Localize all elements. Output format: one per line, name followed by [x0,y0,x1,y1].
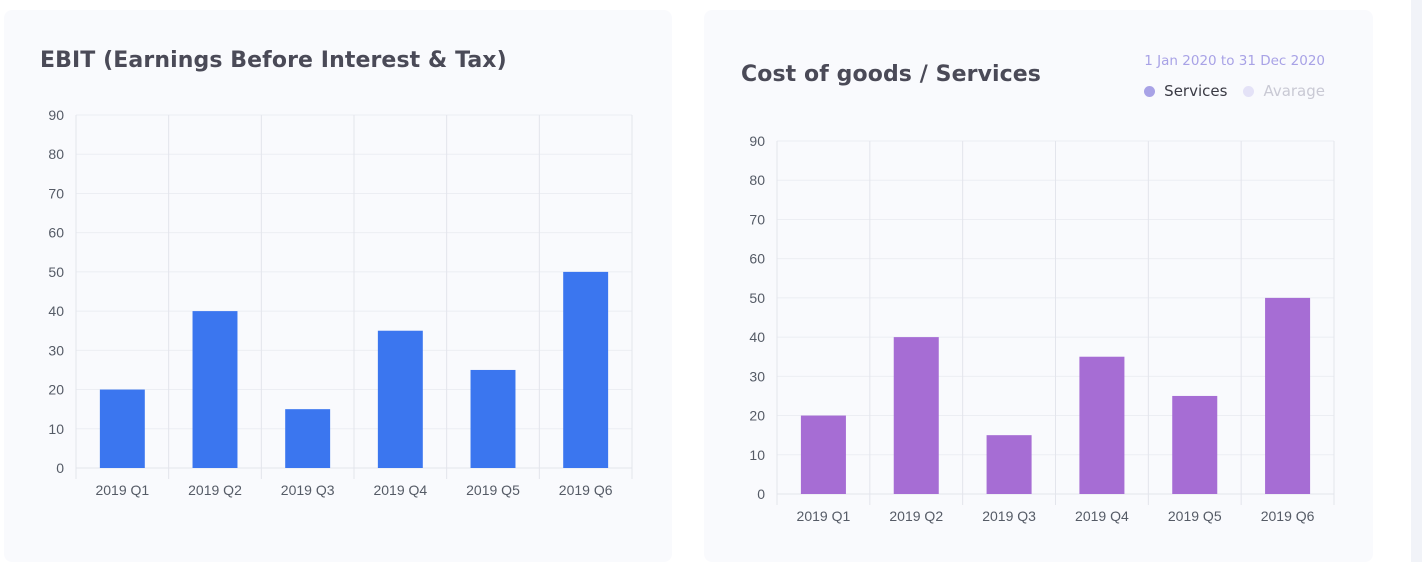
y-tick-label: 90 [48,107,64,123]
cost-of-goods-card-title: Cost of goods / Services [741,62,1042,87]
y-tick-label: 40 [48,303,64,319]
y-tick-label: 70 [749,211,765,227]
bar[interactable] [99,389,145,468]
legend-label: Avarage [1263,82,1325,100]
x-tick-label: 2019 Q5 [466,482,520,498]
ebit-card-title: EBIT (Earnings Before Interest & Tax) [40,48,507,73]
scroll-gutter [1411,0,1422,562]
y-tick-label: 0 [56,460,64,476]
legend-item-average[interactable]: Avarage [1243,82,1325,100]
y-tick-label: 50 [749,290,765,306]
legend-dot-icon [1144,85,1156,97]
bar[interactable] [1172,395,1218,494]
cost-of-goods-card: Cost of goods / Services 1 Jan 2020 to 3… [704,10,1373,562]
bar[interactable] [192,311,238,468]
y-tick-label: 90 [749,133,765,149]
y-tick-label: 50 [48,264,64,280]
y-tick-label: 0 [757,486,765,502]
bar[interactable] [986,435,1032,494]
y-tick-label: 60 [749,251,765,267]
bar[interactable] [1079,356,1125,494]
x-tick-label: 2019 Q1 [95,482,149,498]
x-tick-label: 2019 Q3 [281,482,335,498]
x-tick-label: 2019 Q2 [889,508,943,524]
x-tick-label: 2019 Q5 [1168,508,1222,524]
legend-item-services[interactable]: Services [1144,82,1227,100]
x-tick-label: 2019 Q4 [373,482,427,498]
x-tick-label: 2019 Q2 [188,482,242,498]
date-range-label: 1 Jan 2020 to 31 Dec 2020 [1144,53,1325,69]
bar[interactable] [800,415,846,494]
legend-label: Services [1164,82,1228,100]
y-tick-label: 40 [749,329,765,345]
y-tick-label: 20 [48,382,64,398]
x-tick-label: 2019 Q6 [559,482,613,498]
bar[interactable] [285,409,331,468]
x-tick-label: 2019 Q4 [1075,508,1129,524]
ebit-bar-chart: 0 10 20 30 40 50 60 70 80 90 2019 Q1 2019 Q2 2019 Q3… [48,107,633,498]
y-tick-label: 80 [48,146,64,162]
bar[interactable] [1265,297,1311,494]
chart-legend: Services Avarage [1144,82,1325,100]
y-tick-label: 10 [48,421,64,437]
x-tick-label: 2019 Q3 [982,508,1036,524]
cost-of-goods-bar-chart: 0 10 20 30 40 50 60 70 80 90 2019 Q1 2019 Q2 2019 Q3… [749,133,1335,524]
x-tick-label: 2019 Q6 [1261,508,1315,524]
y-tick-label: 80 [749,172,765,188]
y-tick-label: 30 [48,342,64,358]
bar[interactable] [470,369,516,468]
y-tick-label: 30 [749,368,765,384]
x-tick-label: 2019 Q1 [797,508,851,524]
legend-dot-icon [1243,85,1255,97]
bar[interactable] [377,330,423,468]
ebit-card: EBIT (Earnings Before Interest & Tax) 0 1… [4,10,672,562]
bar[interactable] [893,337,939,494]
y-tick-label: 60 [48,225,64,241]
y-tick-label: 20 [749,408,765,424]
bar[interactable] [563,271,609,468]
y-tick-label: 10 [749,447,765,463]
y-tick-label: 70 [48,185,64,201]
